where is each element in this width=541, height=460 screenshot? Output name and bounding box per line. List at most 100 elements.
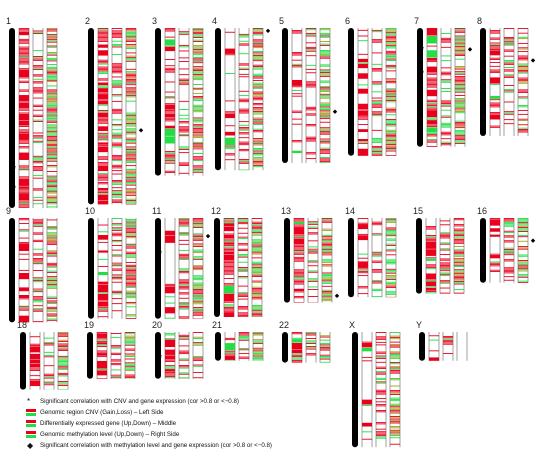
expression-track [305, 28, 317, 163]
chromosome-label: 10 [85, 206, 95, 216]
chromosome-5: 5 [279, 16, 338, 163]
cnv-correlation-marker-icon: * [13, 164, 16, 173]
expression-track [237, 218, 249, 317]
legend-cnv-correlation: * Significant correlation with CNV and g… [26, 396, 536, 407]
chromosome-1: 1 * * [6, 16, 58, 208]
diamond-marker-icon: ◆ [27, 441, 34, 450]
methylation-track [453, 218, 465, 294]
idiogram-bar [155, 28, 161, 176]
chromosome-7: 7 * * [414, 16, 473, 147]
cnv-track [96, 332, 108, 379]
methylation-track [192, 218, 204, 319]
methylation-correlation-marker-icon [530, 238, 536, 243]
methylation-track [319, 28, 331, 163]
idiogram-bar [214, 218, 220, 317]
idiogram-bar [480, 218, 486, 283]
cnv-track [223, 218, 235, 317]
cnv-track [18, 218, 30, 323]
chromosome-label: 4 [212, 16, 217, 26]
idiogram-bar [480, 28, 486, 136]
expression-track [305, 332, 317, 363]
legend-text: Differentially expressed gene (Up,Down) … [40, 420, 177, 427]
methylation-correlation-marker-icon [265, 28, 271, 34]
methylation-track [251, 218, 263, 317]
chromosome-label: 7 [414, 16, 419, 26]
idiogram-bar [155, 332, 161, 379]
methylation-track [125, 28, 137, 205]
methylation-correlation-marker-icon [205, 233, 211, 239]
chromosome-6: 6 [345, 16, 397, 156]
chromosome-label: 13 [281, 206, 291, 216]
methylation-track [192, 332, 204, 379]
chromosome-16: 16 [477, 206, 536, 283]
legend-methylation-correlation: ◆ Significant correlation with methylati… [26, 440, 536, 451]
chromosome-label: 8 [477, 16, 482, 26]
cnv-track [164, 218, 176, 319]
chromosome-label: 9 [6, 206, 11, 216]
methylation-correlation-marker-icon [138, 128, 144, 133]
chromosome-X: X [349, 320, 401, 448]
chromosome-label: 22 [279, 320, 289, 330]
methylation-track [57, 332, 69, 390]
methylation-track [385, 28, 397, 156]
expression-track [371, 28, 383, 156]
chromosome-label: X [349, 320, 355, 330]
cnv-track [293, 218, 305, 303]
methylation-track [124, 332, 136, 379]
asterisk-marker-icon: * [27, 397, 31, 406]
cnv-track [18, 28, 30, 208]
cnv-track [97, 218, 109, 319]
legend-text: Significant correlation with methylation… [40, 442, 272, 449]
chromosome-label: 21 [212, 320, 222, 330]
idiogram-bar [9, 218, 15, 323]
red-green-swatch-icon [26, 409, 36, 416]
idiogram-bar [20, 332, 26, 390]
idiogram-bar [282, 28, 288, 163]
expression-track [111, 28, 123, 205]
idiogram-bar [215, 28, 221, 171]
chromosome-label: 15 [413, 206, 423, 216]
methylation-track [454, 28, 466, 147]
methylation-track [252, 332, 264, 361]
idiogram-bar [348, 218, 354, 298]
idiogram-bar [87, 332, 93, 379]
idiogram-bar [348, 28, 354, 156]
methylation-track [252, 28, 264, 171]
legend-cnv-region: Genomic region CNV (Gain,Loss) – Left Si… [26, 407, 536, 418]
expression-track [503, 218, 515, 283]
cnv-track [357, 218, 369, 298]
chromosome-15: 15 [413, 206, 465, 294]
idiogram-bar [9, 28, 15, 208]
cnv-track [97, 28, 109, 205]
cnv-track [291, 332, 303, 363]
cnv-track [224, 28, 236, 171]
idiogram-bar [417, 28, 423, 147]
legend-text: Genomic region CNV (Gain,Loss) – Left Si… [40, 409, 164, 416]
cnv-track [489, 28, 501, 136]
chromosome-label: 14 [345, 206, 355, 216]
methylation-track [192, 28, 204, 176]
expression-track [111, 218, 123, 319]
expression-track [307, 218, 319, 303]
cnv-correlation-marker-icon: * [421, 45, 424, 54]
chromosome-2: 2 [85, 16, 144, 205]
chromosome-Y: Y [416, 320, 468, 361]
expression-track [503, 28, 515, 136]
chromosome-label: 19 [84, 320, 94, 330]
cnv-track [224, 332, 236, 361]
methylation-correlation-marker-icon [467, 47, 473, 52]
cnv-track [29, 332, 41, 390]
legend-methylation: Genomic methylation level (Up,Down) – Ri… [26, 429, 536, 440]
methylation-track [385, 218, 397, 298]
chromosome-10: 10 [85, 206, 137, 319]
methylation-track [321, 218, 333, 303]
chromosome-11: 11 * [152, 206, 211, 319]
chromosome-12: 12 [211, 206, 263, 317]
expression-track [439, 218, 451, 294]
chromosome-13: 13 [281, 206, 340, 303]
legend: * Significant correlation with CNV and g… [26, 396, 536, 451]
expression-track [371, 218, 383, 298]
idiogram-bar [88, 28, 94, 205]
methylation-track [125, 218, 137, 319]
